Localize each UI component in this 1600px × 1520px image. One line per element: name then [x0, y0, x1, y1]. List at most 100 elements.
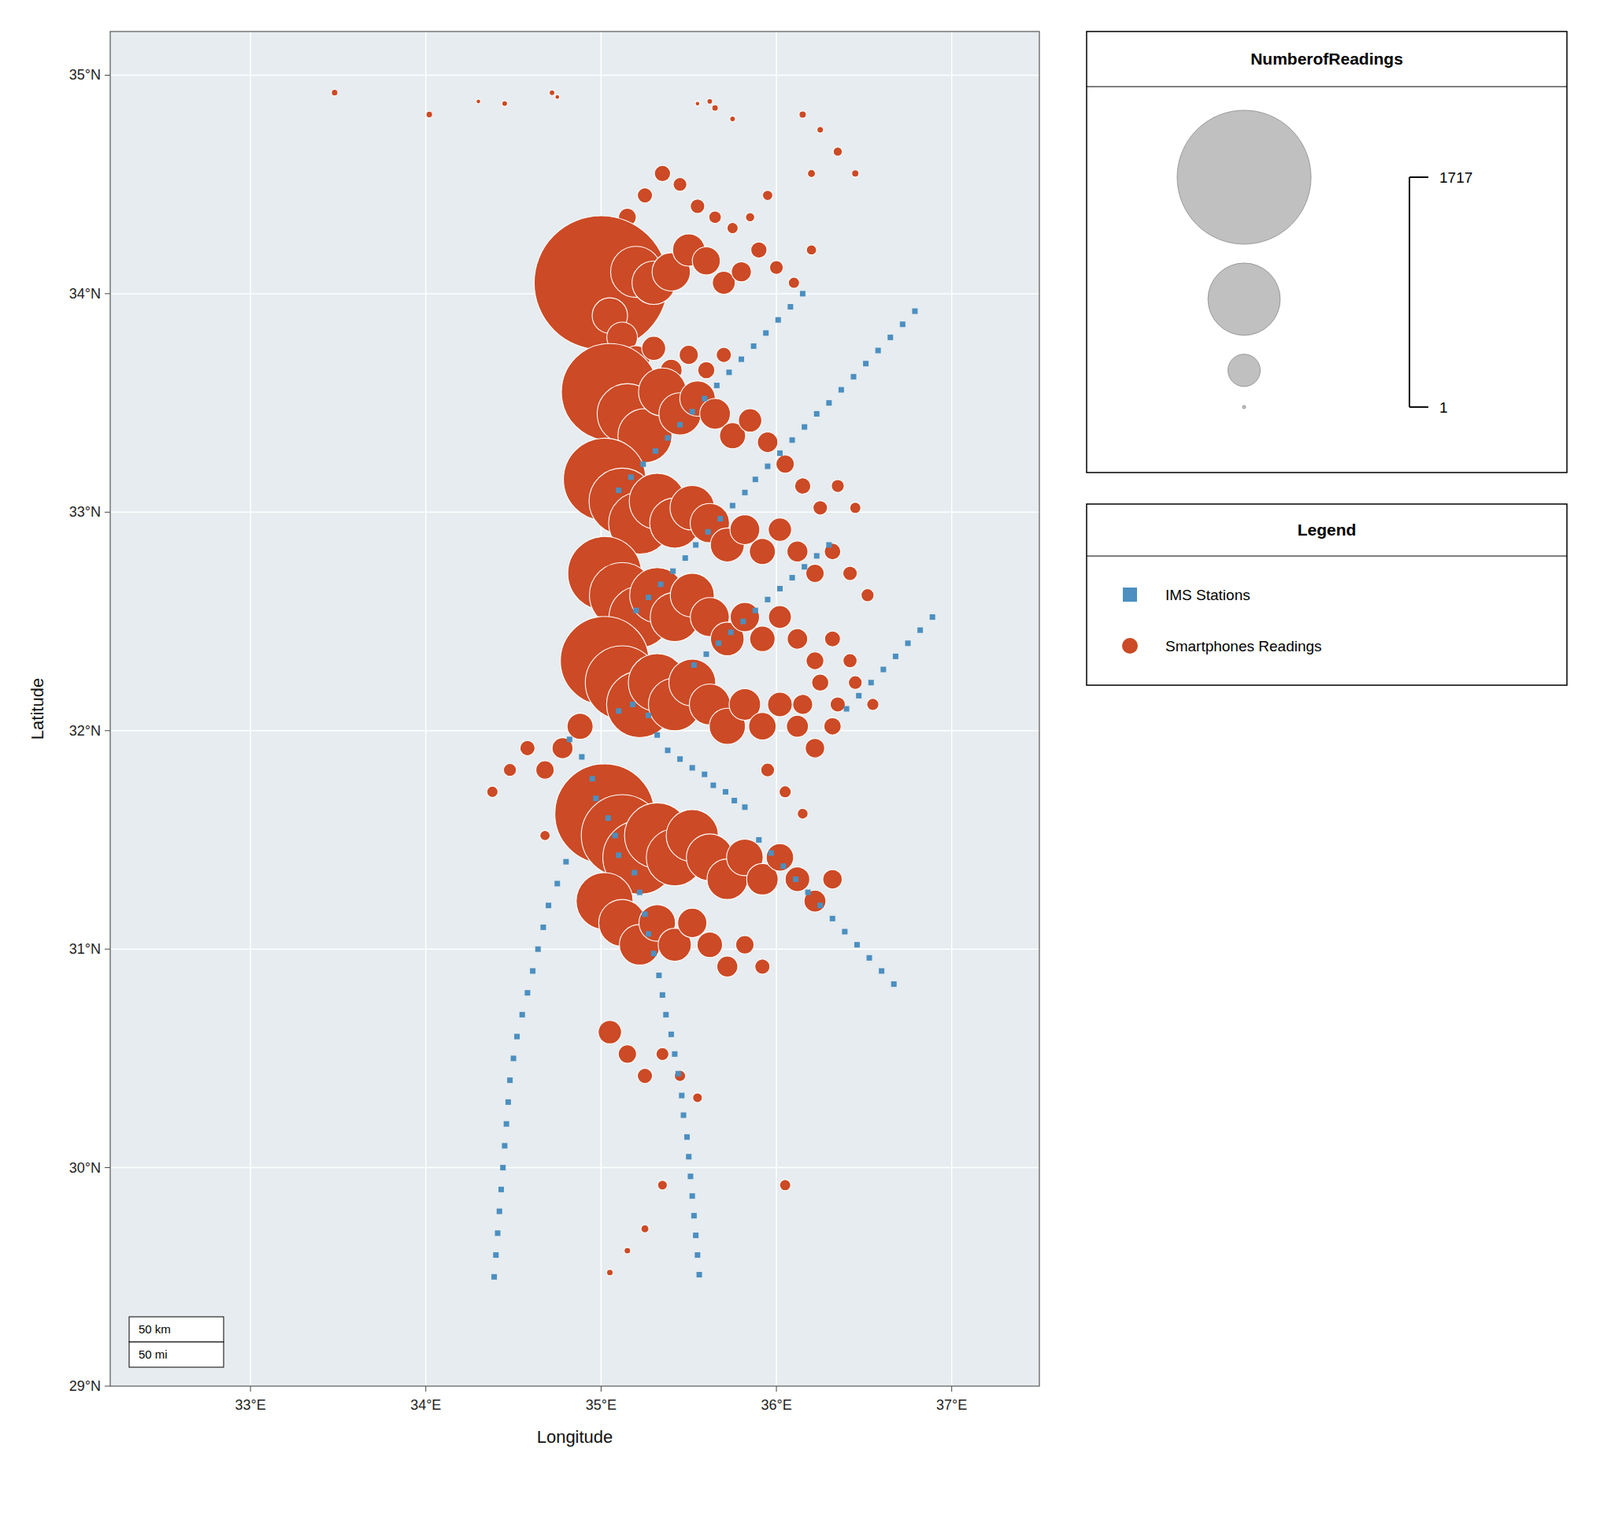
- station: [689, 764, 696, 771]
- bubble: [813, 500, 828, 515]
- bubble: [751, 241, 768, 259]
- scale-box: [129, 1316, 224, 1342]
- station: [841, 928, 848, 934]
- bubble: [695, 101, 700, 107]
- bubble: [833, 147, 843, 157]
- chart: 33°E34°E35°E36°E37°E29°N30°N31°N32°N33°N…: [0, 0, 1600, 1520]
- bubble: [540, 829, 551, 841]
- station: [780, 862, 786, 869]
- station: [887, 334, 893, 341]
- marks: [331, 89, 936, 1280]
- station: [689, 1192, 696, 1199]
- station: [741, 489, 748, 496]
- bubble: [823, 717, 841, 735]
- bubble: [519, 740, 535, 756]
- bubble: [486, 785, 498, 797]
- station: [633, 607, 639, 614]
- station: [498, 1186, 504, 1193]
- bubble: [708, 211, 722, 224]
- station: [592, 795, 599, 801]
- bubble: [618, 1044, 637, 1063]
- station: [768, 850, 775, 856]
- bubble: [555, 94, 560, 100]
- grid-line: [110, 1166, 1040, 1169]
- size-legend-label: 1: [1439, 399, 1449, 416]
- bubble: [503, 762, 516, 776]
- bubble: [729, 115, 736, 122]
- station: [751, 343, 757, 349]
- axes: 33°E34°E35°E36°E37°E29°N30°N31°N32°N33°N…: [27, 66, 967, 1447]
- station: [651, 950, 657, 956]
- legend-separator: [1086, 85, 1567, 87]
- station: [659, 992, 666, 998]
- station: [817, 902, 823, 908]
- station: [892, 653, 899, 660]
- bubble: [792, 694, 813, 715]
- station: [764, 596, 771, 603]
- station: [654, 732, 660, 738]
- bubble: [779, 1179, 791, 1191]
- grid-line: [110, 948, 1040, 950]
- size-legend-circle: [1207, 262, 1281, 336]
- bubble: [861, 588, 875, 602]
- station: [605, 814, 612, 821]
- grid-line: [249, 31, 252, 1386]
- bubble: [755, 959, 771, 975]
- bubble: [598, 1020, 623, 1045]
- station: [645, 930, 652, 937]
- station: [496, 1208, 503, 1215]
- station: [878, 967, 885, 974]
- series-square: [491, 290, 936, 1279]
- station: [670, 568, 676, 575]
- bubble: [624, 1247, 631, 1254]
- bubble: [806, 244, 817, 256]
- bubble: [811, 674, 830, 692]
- tick-label: 35°E: [585, 1396, 617, 1413]
- station: [787, 303, 793, 310]
- station: [855, 692, 862, 699]
- bubble: [848, 675, 863, 689]
- station: [705, 529, 712, 535]
- station: [675, 1070, 682, 1077]
- station: [717, 515, 723, 522]
- grid-line: [951, 31, 953, 1386]
- station: [829, 915, 836, 922]
- bubble: [707, 98, 713, 104]
- station: [668, 1031, 675, 1038]
- bubble: [738, 408, 763, 433]
- station: [875, 348, 882, 354]
- bubble: [805, 738, 826, 759]
- station: [665, 435, 671, 441]
- station: [500, 1164, 506, 1171]
- station: [891, 981, 897, 987]
- bubble: [566, 713, 593, 740]
- station: [507, 1077, 513, 1083]
- legend-frame: [1086, 503, 1567, 686]
- scale-bar: 50 km50 mi: [129, 1316, 224, 1367]
- bubble: [692, 247, 721, 276]
- station: [911, 308, 918, 315]
- tick-mark: [104, 1166, 111, 1168]
- bubble: [831, 479, 845, 493]
- plot-frame: [110, 31, 1040, 1386]
- station: [728, 629, 734, 635]
- grid-line: [425, 31, 427, 1386]
- station: [566, 736, 573, 742]
- station: [691, 662, 697, 668]
- station: [642, 911, 649, 917]
- station: [677, 422, 683, 428]
- bubble: [476, 99, 482, 104]
- station: [615, 707, 622, 714]
- bubble: [425, 111, 433, 118]
- station: [684, 1133, 690, 1140]
- station: [628, 474, 634, 480]
- tick-mark: [600, 1385, 602, 1392]
- tick-label: 29°N: [69, 1377, 101, 1394]
- station: [703, 651, 709, 657]
- bubble: [331, 89, 338, 97]
- grid-line: [110, 511, 1040, 514]
- station: [789, 574, 796, 581]
- bubble: [749, 538, 776, 565]
- bubble: [696, 931, 723, 957]
- bubble: [731, 262, 752, 282]
